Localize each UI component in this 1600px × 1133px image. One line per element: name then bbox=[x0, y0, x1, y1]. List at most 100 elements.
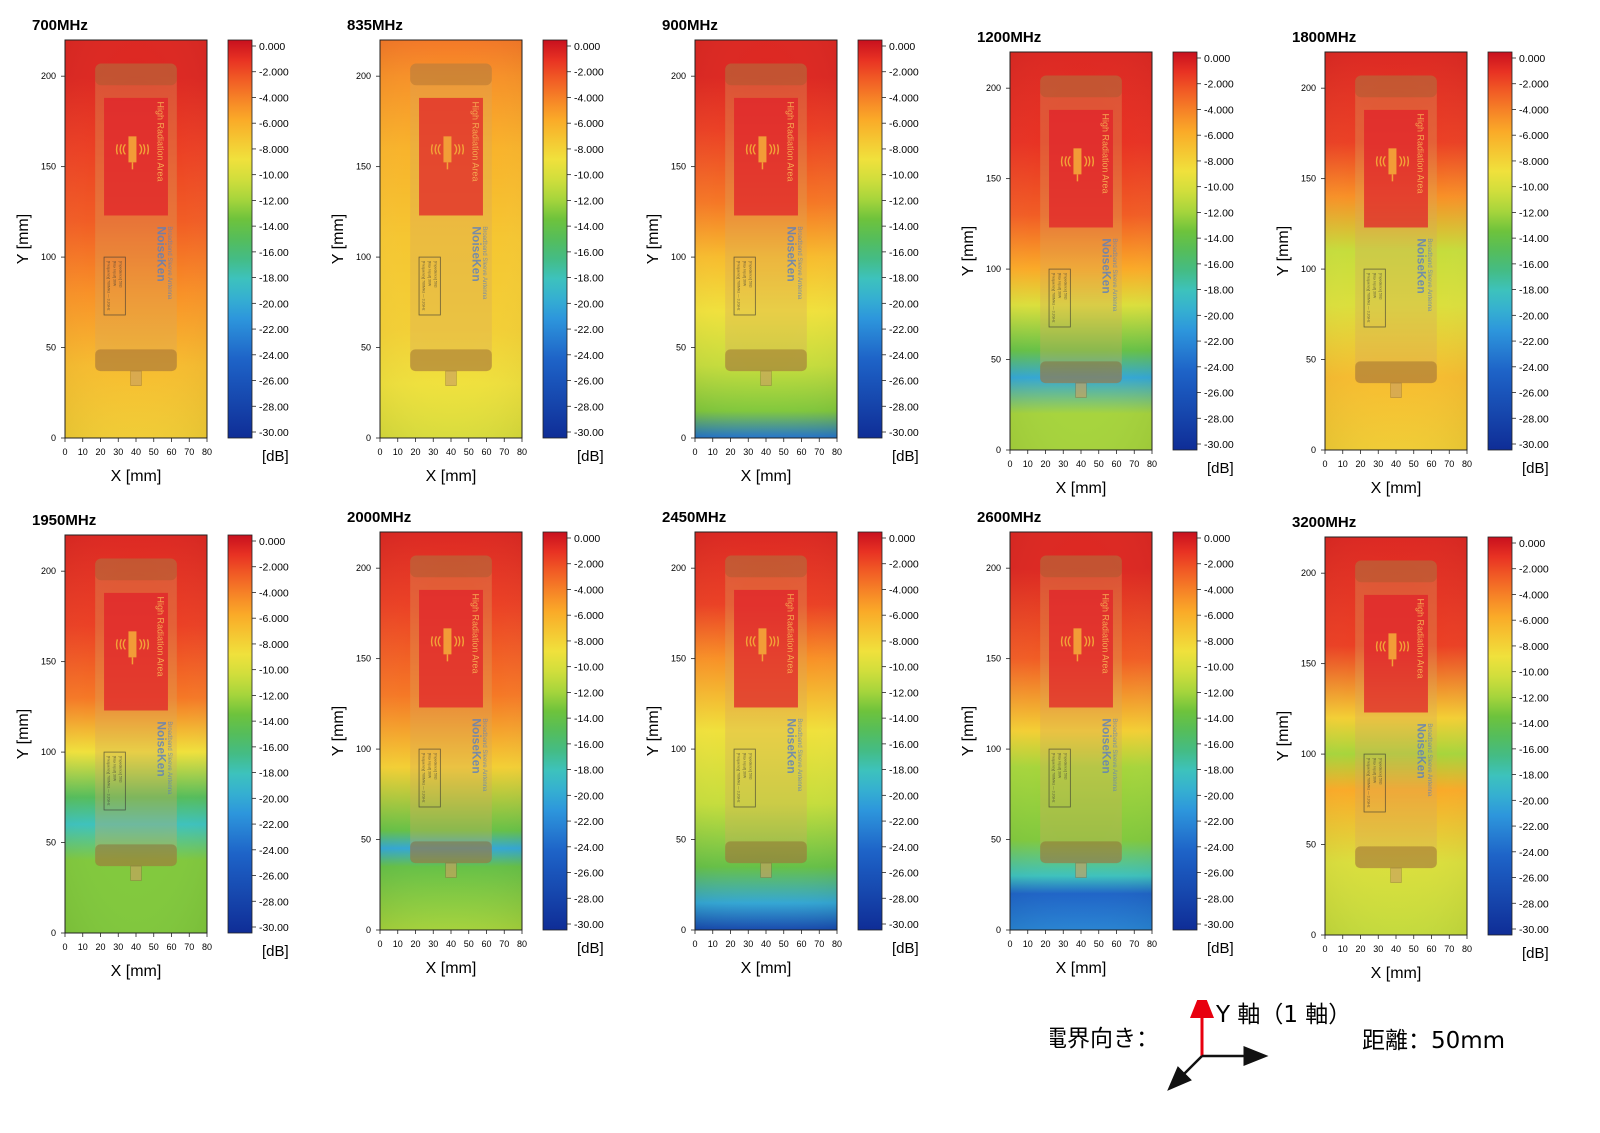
colorbar-tick-label: -20.00 bbox=[1204, 310, 1234, 322]
product-text: Broadband Sleeve Antenna bbox=[796, 718, 802, 792]
colorbar-tick-label: -14.00 bbox=[889, 713, 919, 725]
x-tick-label: 0 bbox=[62, 942, 67, 952]
x-tick-label: 50 bbox=[1409, 459, 1419, 469]
colorbar-tick-label: -22.00 bbox=[259, 324, 289, 336]
spec-line: [Impedance] 50Ω bbox=[433, 753, 437, 780]
y-tick-label: 150 bbox=[671, 654, 686, 664]
y-tick-label: 100 bbox=[41, 747, 56, 757]
spec-line: [Frequency] 700MHz — 3.2GHz bbox=[422, 753, 426, 803]
x-tick-label: 10 bbox=[78, 447, 88, 457]
colorbar bbox=[542, 531, 568, 931]
brand-text: NoiseKen bbox=[469, 718, 483, 773]
colorbar-tick-label: -12.00 bbox=[574, 687, 604, 699]
x-tick-label: 40 bbox=[131, 942, 141, 952]
colorbar-tick-label: -28.00 bbox=[259, 401, 289, 413]
colorbar-tick-label: -24.00 bbox=[574, 842, 604, 854]
x-tick-label: 80 bbox=[1147, 939, 1157, 949]
colorbar-tick-label: -6.000 bbox=[574, 118, 604, 130]
y-tick-label: 0 bbox=[366, 925, 371, 935]
colorbar-tick-label: -18.00 bbox=[1519, 770, 1549, 782]
product-text: Broadband Sleeve Antenna bbox=[1426, 723, 1432, 797]
colorbar-tick-label: -28.00 bbox=[574, 893, 604, 905]
x-tick-label: 30 bbox=[743, 939, 753, 949]
heatmap-panel: 1950MHz High Radiation Area NoiseKen Broadb… bbox=[10, 505, 310, 985]
colorbar-tick-label: -26.00 bbox=[574, 376, 604, 388]
brand-text: NoiseKen bbox=[1099, 718, 1113, 773]
colorbar-tick-label: -10.00 bbox=[1519, 667, 1549, 679]
spec-line: [Impedance] 50Ω bbox=[748, 261, 752, 288]
brand-text: NoiseKen bbox=[1414, 238, 1428, 293]
colorbar-tick-label: -24.00 bbox=[259, 350, 289, 362]
colorbar-unit: [dB] bbox=[577, 448, 604, 465]
x-tick-label: 50 bbox=[779, 939, 789, 949]
warning-text: High Radiation Area bbox=[155, 102, 165, 182]
colorbar-tick-label: -26.00 bbox=[259, 376, 289, 388]
colorbar-tick-label: -14.00 bbox=[574, 221, 604, 233]
colorbar-tick-label: -2.000 bbox=[1204, 79, 1234, 91]
x-tick-label: 60 bbox=[166, 942, 176, 952]
colorbar-tick-label: -26.00 bbox=[259, 871, 289, 883]
y-tick-label: 50 bbox=[1306, 840, 1316, 850]
x-tick-label: 40 bbox=[1391, 944, 1401, 954]
heatmap-panel: 700MHz High Radiation Area NoiseKen Broadba… bbox=[10, 10, 310, 490]
colorbar-tick-label: -20.00 bbox=[889, 790, 919, 802]
antenna-base bbox=[95, 844, 177, 867]
colorbar-tick-label: -24.00 bbox=[889, 350, 919, 362]
colorbar-tick-label: -10.00 bbox=[574, 170, 604, 182]
colorbar-tick-label: -4.000 bbox=[1204, 104, 1234, 116]
y-axis-label: Y [mm] bbox=[15, 709, 32, 759]
antenna-cap bbox=[95, 558, 177, 581]
colorbar-tick-label: -30.00 bbox=[574, 919, 604, 931]
antenna-base bbox=[725, 349, 807, 372]
y-axis-label: Y [mm] bbox=[960, 226, 977, 276]
colorbar-tick-label: -8.000 bbox=[1204, 156, 1234, 168]
warning-text: High Radiation Area bbox=[470, 102, 480, 182]
brand-text: NoiseKen bbox=[469, 226, 483, 281]
colorbar-tick-label: -2.000 bbox=[1519, 79, 1549, 91]
colorbar-tick-label: -12.00 bbox=[259, 195, 289, 207]
colorbar-tick-label: -6.000 bbox=[1204, 610, 1234, 622]
colorbar-tick-label: -10.00 bbox=[1519, 182, 1549, 194]
warning-text: High Radiation Area bbox=[1100, 594, 1110, 674]
y-tick-label: 200 bbox=[41, 566, 56, 576]
colorbar-tick-label: -16.00 bbox=[1204, 739, 1234, 751]
colorbar-tick-label: -18.00 bbox=[574, 765, 604, 777]
colorbar-tick-label: -12.00 bbox=[574, 195, 604, 207]
x-tick-label: 70 bbox=[499, 447, 509, 457]
frequency-title: 1200MHz bbox=[977, 29, 1041, 46]
y-tick-label: 0 bbox=[1311, 445, 1316, 455]
x-axis-label: X [mm] bbox=[1371, 965, 1422, 982]
antenna-cap bbox=[1040, 555, 1122, 578]
antenna-connector bbox=[445, 862, 457, 878]
antenna-base bbox=[1355, 846, 1437, 869]
antenna-base bbox=[410, 349, 492, 372]
colorbar-tick-label: -24.00 bbox=[1204, 362, 1234, 374]
y-tick-label: 0 bbox=[51, 928, 56, 938]
y-tick-label: 100 bbox=[1301, 749, 1316, 759]
x-tick-label: 60 bbox=[481, 939, 491, 949]
frequency-title: 2450MHz bbox=[662, 509, 726, 526]
x-tick-label: 40 bbox=[446, 447, 456, 457]
y-tick-label: 200 bbox=[1301, 568, 1316, 578]
antenna-cap bbox=[95, 63, 177, 86]
x-tick-label: 10 bbox=[393, 939, 403, 949]
x-axis-label: X [mm] bbox=[741, 468, 792, 485]
y-axis-label: Y [mm] bbox=[1275, 711, 1292, 761]
colorbar-tick-label: -16.00 bbox=[1519, 259, 1549, 271]
spec-line: [Max Input] 30W bbox=[1057, 753, 1061, 779]
spec-line: [Frequency] 700MHz — 3.2GHz bbox=[737, 753, 741, 803]
colorbar bbox=[227, 39, 253, 439]
colorbar-tick-label: -6.000 bbox=[889, 610, 919, 622]
colorbar-tick-label: -26.00 bbox=[1519, 873, 1549, 885]
x-tick-label: 80 bbox=[832, 447, 842, 457]
radiation-antenna-icon bbox=[115, 136, 150, 170]
x-tick-label: 60 bbox=[481, 447, 491, 457]
heatmap-svg: 2000MHz High Radiation Area NoiseKenBroadb… bbox=[330, 509, 604, 977]
product-text: Broadband Sleeve Antenna bbox=[481, 718, 487, 792]
antenna-cap bbox=[725, 555, 807, 578]
y-tick-label: 200 bbox=[41, 71, 56, 81]
radiation-antenna-icon bbox=[1060, 628, 1095, 662]
